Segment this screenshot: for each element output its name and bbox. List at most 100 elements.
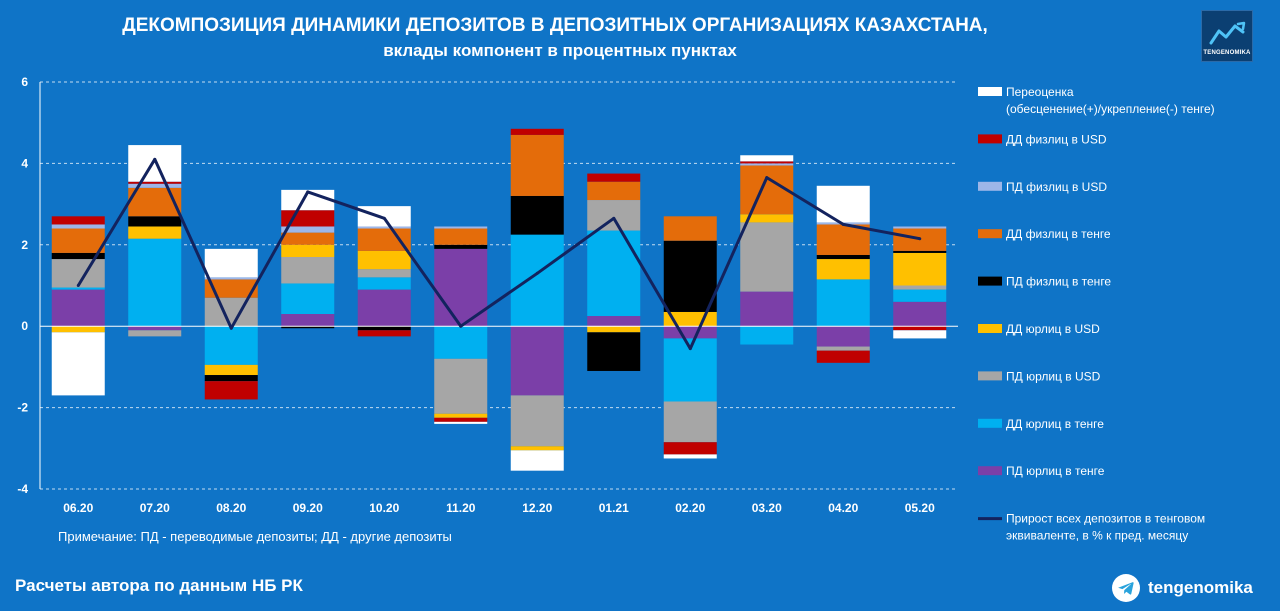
tengenomika-logo: TENGENOMIKA — [1201, 10, 1253, 62]
x-tick-label: 06.20 — [63, 501, 93, 515]
bar-segment — [740, 326, 794, 345]
bar-segment — [281, 232, 335, 245]
x-tick-label: 09.20 — [293, 501, 323, 515]
bar-segment — [51, 252, 105, 260]
source-credit: Расчеты автора по данным НБ РК — [15, 576, 303, 595]
bar-segment — [816, 224, 870, 255]
bar-segment — [663, 454, 717, 459]
bar-segment — [434, 228, 488, 245]
bar-segment — [204, 297, 258, 327]
line-point — [459, 324, 463, 328]
bar-segment — [816, 254, 870, 260]
legend-label: Прирост всех депозитов в тенговом эквивал… — [1006, 512, 1205, 543]
telegram-icon — [1112, 574, 1140, 602]
bar-segment — [128, 187, 182, 217]
bar-segment — [128, 226, 182, 239]
bar-segment — [663, 326, 717, 339]
bar-segment — [204, 279, 258, 298]
bar-segment — [357, 277, 411, 290]
bar-segment — [204, 364, 258, 376]
bar-segment — [434, 358, 488, 414]
y-tick-label: 4 — [21, 156, 28, 170]
x-tick-label: 02.20 — [675, 501, 705, 515]
x-tick-label: 07.20 — [140, 501, 170, 515]
bar-segment — [281, 283, 335, 314]
bar-segment — [357, 326, 411, 331]
bar-segment — [434, 417, 488, 422]
bar-segment — [357, 228, 411, 251]
legend-swatch — [978, 466, 1002, 476]
bar-segment — [357, 289, 411, 327]
line-point — [688, 347, 692, 351]
bar-segment — [510, 195, 564, 235]
bar-segment — [663, 442, 717, 455]
bar-segment — [204, 381, 258, 400]
bar-segment — [816, 185, 870, 223]
bar-segment — [357, 269, 411, 278]
x-tick-label: 12.20 — [522, 501, 552, 515]
legend-label: ДД физлиц в USD — [1006, 132, 1107, 146]
bar-segment — [740, 155, 794, 162]
x-tick-label: 08.20 — [216, 501, 246, 515]
bar-segment — [281, 226, 335, 233]
chart-note: Примечание: ПД - переводимые депозиты; Д… — [58, 529, 452, 544]
bar-segment — [893, 330, 947, 339]
bar-segment — [51, 326, 105, 333]
x-tick-label: 04.20 — [828, 501, 858, 515]
bar-segment — [587, 326, 641, 333]
bar-segment — [434, 244, 488, 249]
bar-segment — [510, 326, 564, 396]
bar-segment — [51, 224, 105, 229]
bar-segment — [51, 332, 105, 396]
y-tick-label: -2 — [17, 401, 28, 415]
legend-label: ПД физлиц в USD — [1006, 180, 1107, 194]
bar-segment — [893, 226, 947, 229]
bar-segment — [51, 289, 105, 327]
line-point — [918, 237, 922, 241]
line-point — [535, 271, 539, 275]
x-tick-label: 10.20 — [369, 501, 399, 515]
bar-segment — [281, 313, 335, 327]
x-tick-label: 03.20 — [752, 501, 782, 515]
bar-segment — [510, 450, 564, 471]
bar-segment — [128, 181, 182, 184]
bar-segment — [816, 346, 870, 351]
bar-segment — [510, 234, 564, 327]
bar-segment — [51, 287, 105, 290]
trend-line-icon — [1209, 21, 1246, 45]
line-point — [229, 326, 233, 330]
bar-segment — [740, 214, 794, 223]
bar-segment — [816, 259, 870, 280]
bar-segment — [204, 326, 258, 365]
legend-label: ПД физлиц в тенге — [1006, 275, 1111, 289]
bar-segment — [204, 248, 258, 278]
bar-segment — [357, 250, 411, 270]
bar-segment — [434, 226, 488, 229]
bar-segment — [587, 332, 641, 371]
x-tick-label: 01.21 — [599, 501, 629, 515]
page-title: ДЕКОМПОЗИЦИЯ ДИНАМИКИ ДЕПОЗИТОВ В ДЕПОЗИ… — [122, 15, 988, 36]
bar-segment — [587, 230, 641, 317]
logo-text: TENGENOMIKA — [1203, 50, 1251, 56]
bar-segment — [128, 326, 182, 331]
bar-segment — [663, 216, 717, 241]
line-point — [841, 222, 845, 226]
bar-segment — [816, 279, 870, 327]
bar-segment — [893, 285, 947, 290]
bar-segment — [510, 128, 564, 135]
bar-segment — [740, 222, 794, 292]
bar-segment — [357, 226, 411, 229]
line-point — [153, 157, 157, 161]
line-point — [76, 284, 80, 287]
bar-segment — [281, 326, 335, 329]
legend-swatch — [978, 418, 1002, 428]
legend-swatch — [978, 276, 1002, 286]
bar-segment — [663, 401, 717, 443]
x-tick-label: 05.20 — [905, 501, 935, 515]
legend-swatch — [978, 324, 1002, 333]
bar-segment — [663, 240, 717, 312]
bar-segment — [740, 161, 794, 164]
legend-swatch — [978, 229, 1002, 239]
telegram-channel-link[interactable]: tengenomika — [1112, 574, 1253, 602]
bar-segment — [128, 216, 182, 227]
